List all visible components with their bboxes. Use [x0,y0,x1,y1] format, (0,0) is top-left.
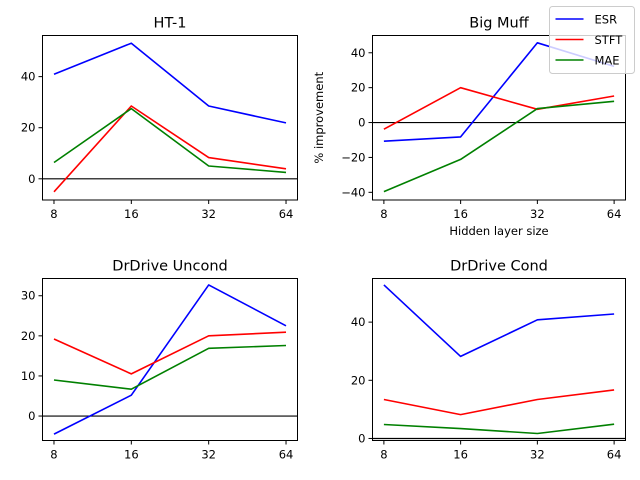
legend-label-mae: MAE [595,54,620,68]
x-tick-label-ht-1: 16 [124,207,139,221]
legend-box [549,6,635,74]
x-tick-label-big-muff: 8 [380,207,387,221]
series-line-esr-drdrive-uncond [53,284,287,435]
axes-frame-ht-1 [42,35,298,201]
series-line-stft-big-muff [383,86,615,130]
subplot-title-big-muff: Big Muff [469,16,529,32]
legend-label-esr: ESR [595,13,618,27]
y-tick-label-ht-1: 20 [21,121,36,135]
y-tick-label-drdrive-cond: 20 [351,373,366,387]
y-tick-label-drdrive-uncond: 10 [21,369,36,383]
series-line-stft-drdrive-cond [383,389,615,416]
series-line-mae-drdrive-uncond [53,344,287,391]
subplot-title-drdrive-cond: DrDrive Cond [450,259,548,275]
y-tick-label-ht-1: 40 [21,70,36,84]
series-line-mae-big-muff [383,100,615,193]
x-tick-label-drdrive-cond: 64 [607,448,622,462]
x-tick-label-drdrive-cond: 16 [453,448,468,462]
axes-frame-drdrive-uncond [42,278,298,441]
x-tick-label-big-muff: 16 [453,207,468,221]
y-tick-label-big-muff: 20 [351,81,366,95]
x-tick-label-ht-1: 64 [279,207,294,221]
legend-label-stft: STFT [595,33,624,47]
series-line-esr-ht-1 [53,42,287,124]
x-tick-label-big-muff: 64 [607,207,622,221]
y-tick-label-drdrive-uncond: 30 [21,289,36,303]
x-tick-label-drdrive-uncond: 32 [201,448,216,462]
x-tick-label-ht-1: 32 [201,207,216,221]
series-line-mae-drdrive-cond [383,423,615,435]
series-line-esr-drdrive-cond [383,284,615,358]
series-line-stft-ht-1 [53,105,287,193]
x-tick-label-ht-1: 8 [50,207,57,221]
y-tick-label-ht-1: 0 [28,172,35,186]
y-tick-label-drdrive-cond: 40 [351,315,366,329]
y-axis-label: % improvement [312,71,326,163]
x-tick-label-drdrive-cond: 8 [380,448,387,462]
x-tick-label-drdrive-uncond: 64 [279,448,294,462]
x-tick-label-drdrive-uncond: 16 [124,448,139,462]
series-line-mae-ht-1 [53,107,287,174]
subplot-title-drdrive-uncond: DrDrive Uncond [112,259,227,275]
y-tick-label-drdrive-uncond: 0 [28,409,35,423]
axes-frame-big-muff [372,35,626,201]
y-tick-label-big-muff: 0 [358,116,365,130]
x-tick-label-drdrive-cond: 32 [530,448,545,462]
axes-frame-drdrive-cond [372,278,626,441]
x-tick-label-big-muff: 32 [530,207,545,221]
y-tick-label-drdrive-uncond: 20 [21,329,36,343]
x-axis-label: Hidden layer size [449,224,548,238]
x-tick-label-drdrive-uncond: 8 [50,448,57,462]
subplot-title-ht-1: HT-1 [154,16,187,32]
series-line-stft-drdrive-uncond [53,331,287,375]
y-tick-label-big-muff: −40 [341,185,365,199]
y-tick-label-drdrive-cond: 0 [358,431,365,445]
y-tick-label-big-muff: 40 [351,46,366,60]
y-tick-label-big-muff: −20 [341,150,365,164]
